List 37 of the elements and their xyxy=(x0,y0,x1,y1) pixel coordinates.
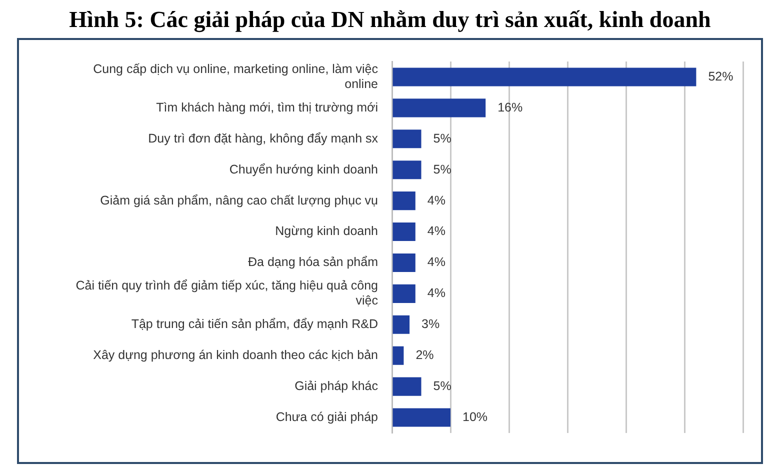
y-tick-label: Ngừng kinh doanh xyxy=(275,224,378,238)
y-tick-label: Tìm khách hàng mới, tìm thị trường mới xyxy=(156,100,378,114)
data-label: 5% xyxy=(433,379,452,394)
bar xyxy=(392,315,410,334)
bar xyxy=(392,68,696,86)
y-tick-label: Chuyển hướng kinh doanh xyxy=(229,162,378,176)
y-tick-label: Cung cấp dịch vụ online, marketing online, làm việc online xyxy=(93,62,378,91)
y-tick-label: Duy trì đơn đặt hàng, không đẩy mạnh sx xyxy=(148,131,379,146)
bar xyxy=(392,346,404,365)
data-label: 16% xyxy=(498,100,523,114)
y-tick-label: Tập trung cải tiến sản phẩm, đẩy mạnh R&D xyxy=(131,317,378,332)
data-label: 52% xyxy=(708,69,734,84)
data-label: 4% xyxy=(427,286,446,300)
bar xyxy=(392,98,486,118)
chart-title: Hình 5: Các giải pháp của DN nhằm duy trì sản xuất, kinh doanh xyxy=(68,6,712,34)
y-tick-label: Xây dựng phương án kinh doanh theo các kịch bản xyxy=(93,348,378,362)
bar xyxy=(392,408,450,427)
data-label: 4% xyxy=(427,224,446,238)
data-label: 4% xyxy=(427,193,446,208)
bar xyxy=(392,377,422,396)
bar xyxy=(392,253,416,272)
bar xyxy=(392,222,416,242)
bar xyxy=(392,284,416,303)
data-label: 5% xyxy=(433,131,452,146)
y-tick-label: Chưa có giải pháp xyxy=(276,410,378,424)
data-label: 2% xyxy=(416,348,434,362)
y-tick-label: Giải pháp khác xyxy=(294,379,378,394)
bar xyxy=(392,130,422,148)
y-tick-label: Giảm giá sản phẩm, nâng cao chất lượng phục vụ xyxy=(100,193,378,208)
data-label: 4% xyxy=(427,255,446,270)
y-tick-label: Đa dạng hóa sản phẩm xyxy=(248,255,378,270)
data-label: 10% xyxy=(462,410,488,424)
y-tick-label: Cải tiến quy trình để giảm tiếp xúc, tăng hiệu quả công việc xyxy=(76,278,378,308)
data-label: 3% xyxy=(422,317,440,332)
bar xyxy=(392,192,416,210)
data-label: 5% xyxy=(433,162,452,176)
bar xyxy=(392,160,422,180)
